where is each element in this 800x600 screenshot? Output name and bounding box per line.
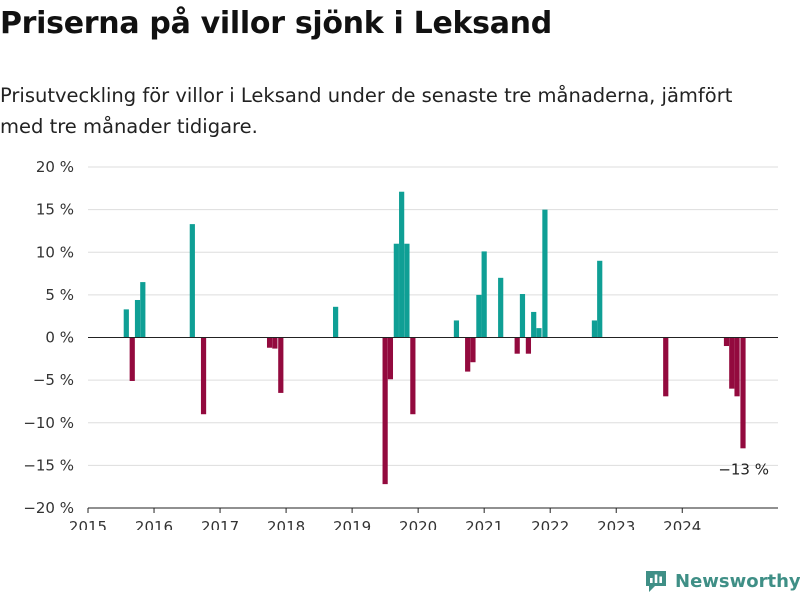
y-tick-label: 20 % (36, 158, 74, 176)
bar (740, 337, 746, 449)
bar (266, 337, 273, 348)
bar (525, 337, 532, 354)
bar (476, 294, 482, 338)
y-tick-label: −10 % (23, 414, 74, 432)
bar (134, 299, 141, 338)
bar (123, 309, 129, 338)
annotations: −13 % (718, 460, 769, 478)
bars (123, 191, 746, 485)
bar (519, 294, 526, 338)
x-tick-label: 2015 (69, 518, 107, 530)
bar (404, 243, 410, 338)
bar (200, 337, 207, 415)
bar (481, 251, 487, 338)
bar (333, 306, 339, 338)
bar (393, 243, 399, 338)
bar (597, 260, 603, 338)
bar (453, 320, 460, 338)
newsworthy-logo-icon (646, 571, 666, 592)
y-tick-label: 10 % (36, 243, 74, 261)
bar (729, 337, 735, 389)
x-axis (87, 337, 778, 513)
annotation-label: −13 % (718, 460, 769, 478)
x-tick-label: 2018 (267, 518, 305, 530)
chart-title: Priserna på villor sjönk i Leksand (0, 6, 552, 41)
chart-subtitle: Prisutveckling för villor i Leksand unde… (0, 84, 733, 138)
y-tick-label: −15 % (23, 456, 74, 474)
bar (382, 337, 388, 485)
brand-name: Newsworthy (675, 570, 800, 592)
x-tick-label: 2016 (135, 518, 173, 530)
y-tick-label: −20 % (23, 499, 74, 517)
bar (536, 328, 542, 338)
bar (399, 191, 405, 338)
x-tick-label: 2023 (597, 518, 635, 530)
x-axis-ticks: 2015 2016 2017 2018 2019 2020 2021 2022 2023 2024 (69, 518, 701, 530)
x-tick-label: 2021 (465, 518, 503, 530)
bar (129, 337, 135, 381)
bar (272, 337, 278, 349)
x-tick-label: 2019 (333, 518, 371, 530)
x-tick-label: 2022 (531, 518, 569, 530)
y-tick-label: 15 % (36, 201, 74, 219)
y-tick-label: −5 % (33, 371, 74, 389)
y-tick-label: 5 % (45, 286, 74, 304)
bar (387, 337, 394, 380)
bar-chart: 20 % 15 % 10 % 5 % 0 % −5 % −10 % −15 % −20 % 20… (23, 158, 778, 530)
x-tick-label: 2020 (399, 518, 437, 530)
bar (531, 311, 537, 338)
bar (514, 337, 520, 354)
y-tick-label: 0 % (45, 329, 74, 347)
bar (410, 337, 416, 415)
y-axis-ticks: 20 % 15 % 10 % 5 % 0 % −5 % −10 % −15 % −20 % (23, 158, 74, 517)
bar (498, 277, 504, 338)
bar (542, 209, 548, 338)
bar (591, 320, 598, 338)
newsworthy-brand: Newsworthy (643, 568, 800, 594)
bar (470, 337, 476, 363)
x-tick-label: 2017 (201, 518, 239, 530)
bar (465, 337, 471, 372)
bar (734, 337, 740, 397)
bar (140, 282, 146, 338)
bar (723, 337, 730, 347)
bar (189, 224, 195, 338)
x-tick-label: 2024 (663, 518, 701, 530)
bar (278, 337, 284, 393)
bar (663, 337, 669, 397)
